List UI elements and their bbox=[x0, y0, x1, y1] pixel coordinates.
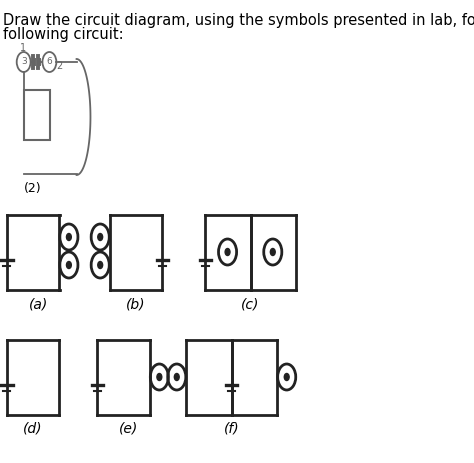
Circle shape bbox=[66, 233, 71, 240]
Text: (d): (d) bbox=[23, 422, 43, 436]
Circle shape bbox=[66, 262, 71, 269]
Text: (c): (c) bbox=[241, 297, 260, 311]
Circle shape bbox=[225, 249, 230, 256]
Text: 3: 3 bbox=[21, 57, 27, 67]
Text: (e): (e) bbox=[119, 422, 138, 436]
Bar bbox=[24, 90, 50, 140]
Text: 6: 6 bbox=[46, 57, 52, 67]
Text: (2): (2) bbox=[24, 182, 42, 195]
Circle shape bbox=[174, 374, 179, 381]
Text: Draw the circuit diagram, using the symbols presented in lab, for the: Draw the circuit diagram, using the symb… bbox=[3, 13, 474, 28]
Text: (a): (a) bbox=[28, 297, 48, 311]
Circle shape bbox=[284, 374, 289, 381]
Text: following circuit:: following circuit: bbox=[3, 27, 124, 42]
Text: 2: 2 bbox=[56, 61, 63, 71]
Circle shape bbox=[157, 374, 162, 381]
Circle shape bbox=[270, 249, 275, 256]
Text: 1: 1 bbox=[20, 43, 26, 53]
Circle shape bbox=[98, 233, 103, 240]
Text: (b): (b) bbox=[126, 297, 146, 311]
Text: (f): (f) bbox=[224, 422, 239, 436]
Circle shape bbox=[98, 262, 103, 269]
